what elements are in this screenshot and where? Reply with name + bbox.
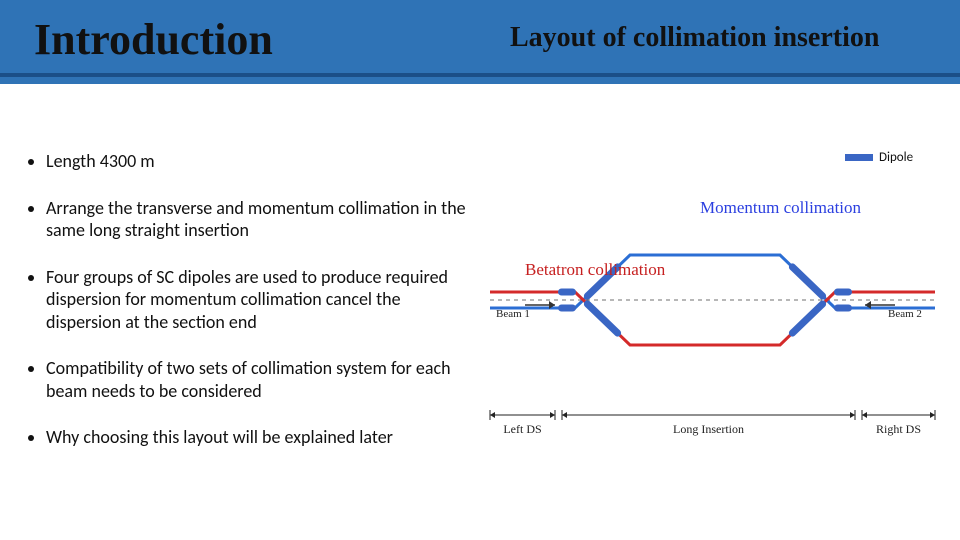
list-item: Why choosing this layout will be explain… bbox=[46, 426, 468, 449]
page-subtitle: Layout of collimation insertion bbox=[510, 22, 879, 54]
momentum-label: Momentum collimation bbox=[700, 198, 862, 217]
list-item: Length 4300 m bbox=[46, 150, 468, 173]
list-item: Four groups of SC dipoles are used to pr… bbox=[46, 266, 468, 334]
list-item: Compatibility of two sets of collimation… bbox=[46, 357, 468, 402]
svg-text:Left DS: Left DS bbox=[503, 422, 541, 436]
beam1-label: Beam 1 bbox=[496, 308, 530, 320]
betatron-label: Betatron collimation bbox=[525, 260, 666, 279]
slide-root: Introduction Layout of collimation inser… bbox=[0, 0, 960, 540]
layout-diagram: Momentum collimation Betatron collimation… bbox=[480, 155, 950, 455]
svg-text:Right DS: Right DS bbox=[876, 422, 921, 436]
page-title: Introduction bbox=[34, 14, 273, 65]
svg-text:Long Insertion: Long Insertion bbox=[673, 422, 744, 436]
list-item: Arrange the transverse and momentum coll… bbox=[46, 197, 468, 242]
beam2-label: Beam 2 bbox=[888, 308, 922, 320]
bullet-list: Length 4300 m Arrange the transverse and… bbox=[28, 150, 468, 473]
header-underline bbox=[0, 73, 960, 77]
diagram-svg: Momentum collimation Betatron collimation… bbox=[480, 155, 950, 455]
